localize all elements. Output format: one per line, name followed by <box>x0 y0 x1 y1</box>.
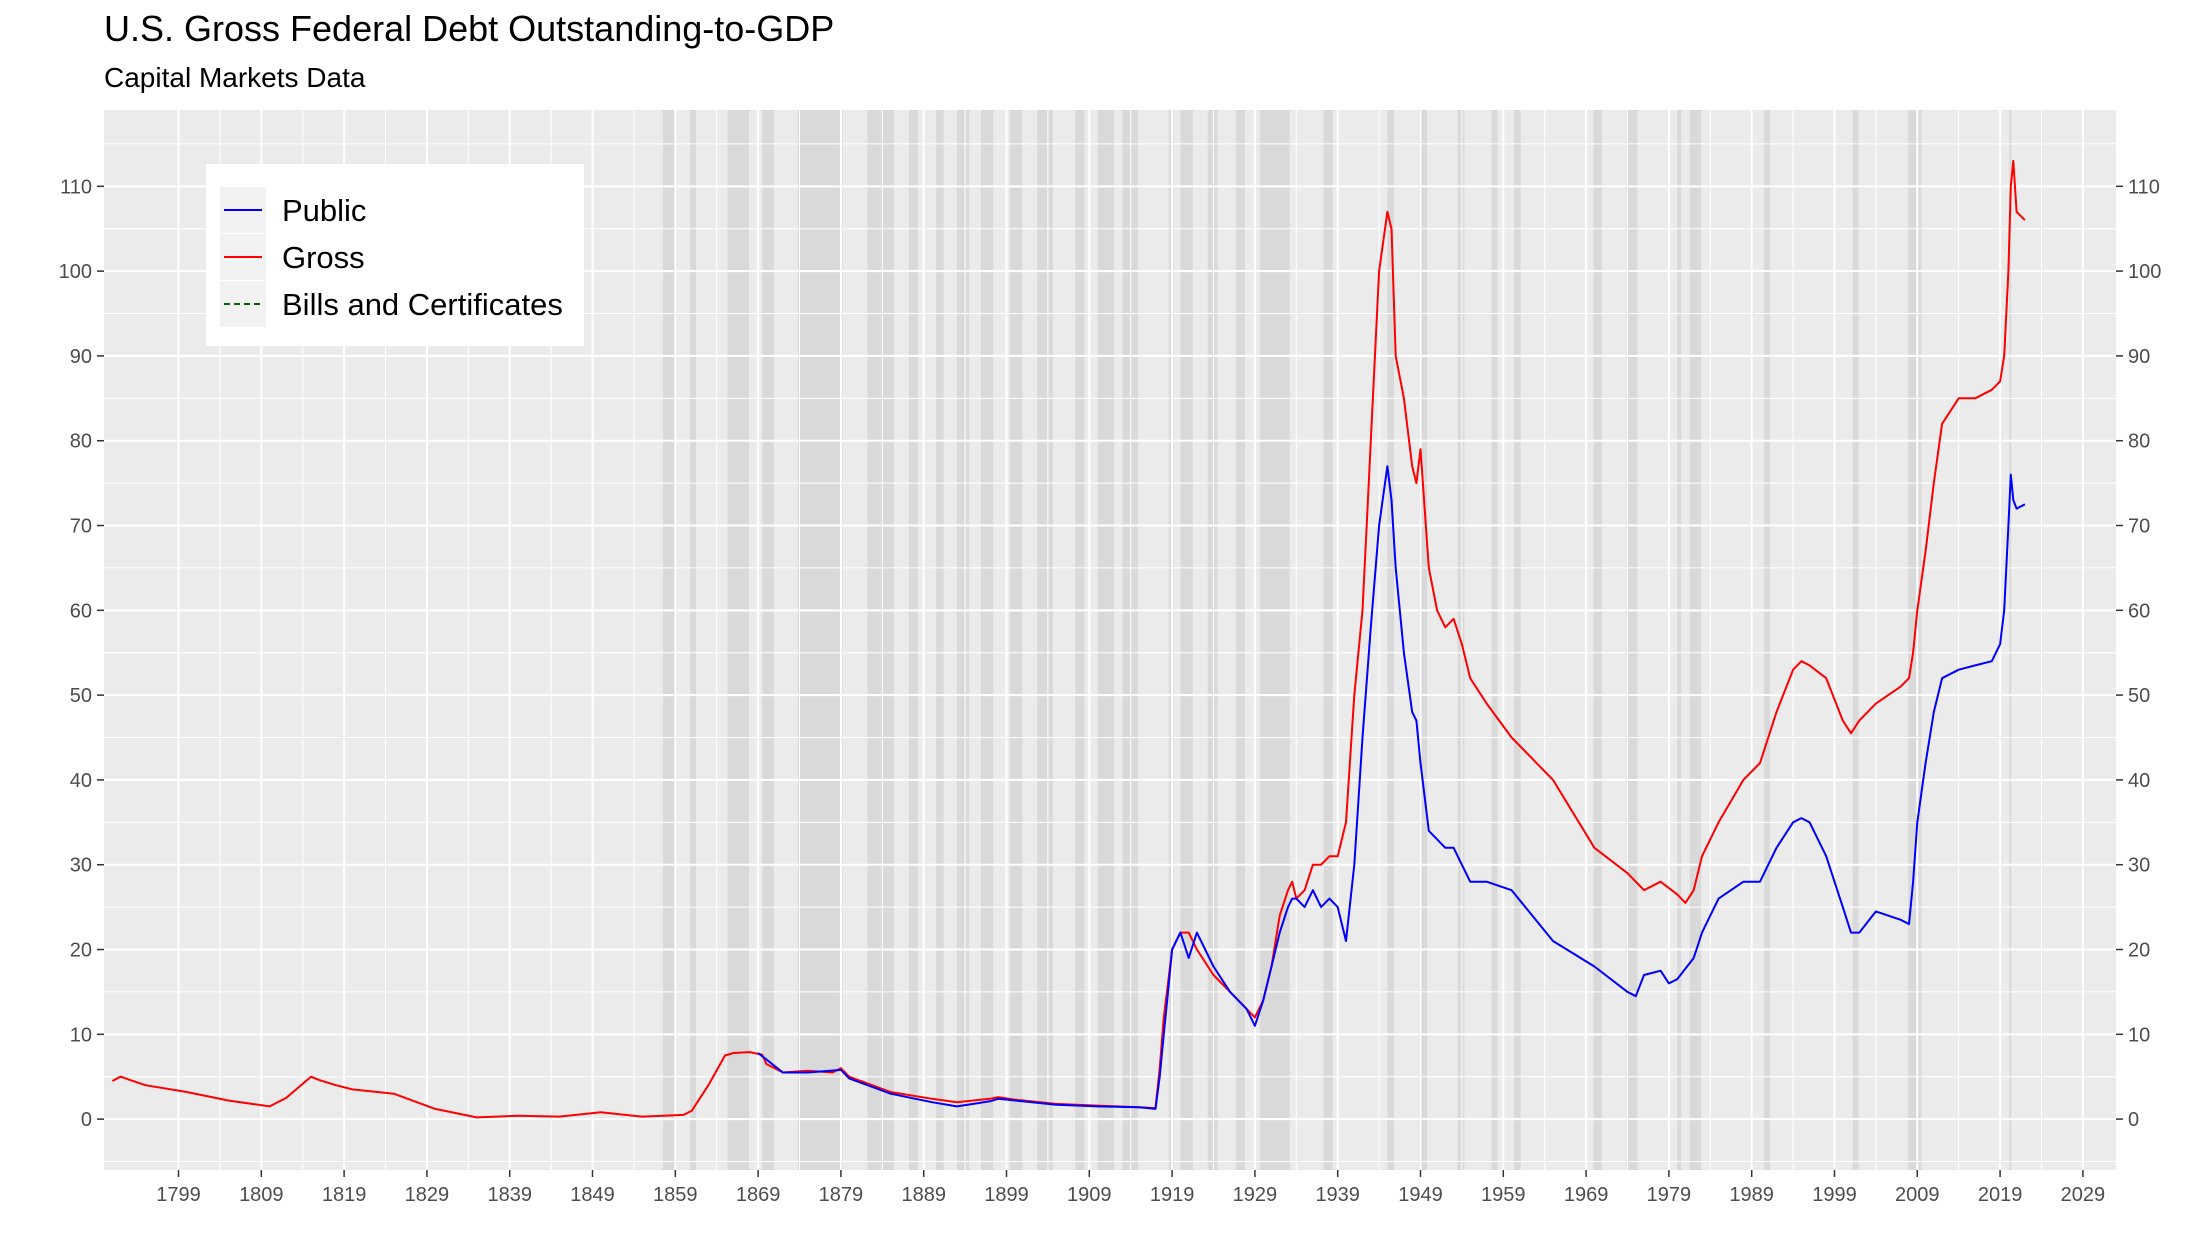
y-tick-label-right: 110 <box>2128 176 2160 198</box>
recession-band <box>1075 110 1085 1170</box>
recession-band <box>762 110 774 1170</box>
x-tick-label: 1959 <box>1481 1184 1526 1206</box>
y-tick-label-left: 20 <box>70 940 92 962</box>
recession-band <box>1626 110 1638 1170</box>
recession-band <box>727 110 749 1170</box>
recession-band <box>1180 110 1193 1170</box>
legend-entry-label: Public <box>282 193 366 228</box>
recession-band <box>1514 110 1521 1170</box>
x-tick-label: 1949 <box>1398 1184 1443 1206</box>
x-tick-label: 2029 <box>2061 1184 2106 1206</box>
y-tick-label-left: 60 <box>70 600 92 622</box>
x-tick-label: 1929 <box>1233 1184 1278 1206</box>
recession-band <box>1037 110 1053 1170</box>
y-tick-label-left: 70 <box>70 516 92 538</box>
chart-subtitle: Capital Markets Data <box>104 62 366 93</box>
recession-band <box>867 110 894 1170</box>
recession-band <box>662 110 675 1170</box>
recession-band <box>1764 110 1770 1170</box>
recession-band <box>690 110 697 1170</box>
recession-band <box>980 110 994 1170</box>
series-line-public <box>757 465 2026 1110</box>
legend-box <box>206 164 584 346</box>
x-tick-label: 2019 <box>1978 1184 2023 1206</box>
y-tick-label-right: 0 <box>2128 1109 2139 1131</box>
y-tick-label-right: 90 <box>2128 346 2150 368</box>
recession-band <box>1323 110 1333 1170</box>
legend-entry-label: Gross <box>282 240 365 275</box>
x-tick-label: 1919 <box>1150 1184 1195 1206</box>
recession-band <box>936 110 944 1170</box>
x-tick-label: 2009 <box>1895 1184 1940 1206</box>
chart-title: U.S. Gross Federal Debt Outstanding-to-G… <box>104 8 835 49</box>
grid-lines <box>104 110 2116 1170</box>
y-tick-label-right: 40 <box>2128 770 2150 792</box>
y-tick-label-right: 100 <box>2128 261 2161 283</box>
x-tick-label: 1829 <box>405 1184 450 1206</box>
recession-band <box>1207 110 1218 1170</box>
y-tick-label-left: 30 <box>70 855 92 877</box>
recession-band <box>1689 110 1702 1170</box>
legend: Public Gross Bills and Certificates <box>206 164 584 346</box>
y-tick-label-left: 110 <box>60 176 92 198</box>
recession-band <box>1593 110 1602 1170</box>
y-tick-label-left: 40 <box>70 770 92 792</box>
recession-band <box>1387 110 1394 1170</box>
y-tick-label-left: 10 <box>70 1024 92 1046</box>
legend-entry-label: Bills and Certificates <box>282 287 563 322</box>
recession-band <box>908 110 918 1170</box>
y-tick-label-left: 0 <box>81 1109 92 1131</box>
x-tick-label: 1849 <box>570 1184 615 1206</box>
x-tick-label: 1979 <box>1647 1184 1692 1206</box>
x-tick-label: 1839 <box>487 1184 532 1206</box>
y-tick-label-right: 80 <box>2128 431 2150 453</box>
series-lines <box>111 159 2026 1119</box>
x-tick-label: 1909 <box>1067 1184 1112 1206</box>
recession-band <box>797 110 843 1170</box>
recession-band <box>1259 110 1290 1170</box>
y-tick-label-right: 60 <box>2128 600 2150 622</box>
recession-band <box>1235 110 1245 1170</box>
x-tick-label: 1819 <box>322 1184 367 1206</box>
x-tick-label: 1999 <box>1812 1184 1857 1206</box>
recession-band <box>2009 110 2012 1170</box>
x-tick-label: 1989 <box>1729 1184 1774 1206</box>
recession-band <box>1491 110 1498 1170</box>
x-tick-label: 1899 <box>984 1184 1029 1206</box>
recession-band <box>956 110 970 1170</box>
x-tick-label: 1799 <box>156 1184 201 1206</box>
x-tick-label: 1889 <box>901 1184 946 1206</box>
y-tick-label-right: 30 <box>2128 855 2150 877</box>
y-tick-label-right: 10 <box>2128 1024 2150 1046</box>
y-tick-label-left: 80 <box>70 431 92 453</box>
recession-band <box>1009 110 1023 1170</box>
x-tick-label: 1869 <box>736 1184 781 1206</box>
recession-band <box>1097 110 1115 1170</box>
y-tick-label-right: 50 <box>2128 685 2150 707</box>
x-tick-label: 1969 <box>1564 1184 1609 1206</box>
y-tick-label-left: 90 <box>70 346 92 368</box>
y-tick-label-right: 70 <box>2128 516 2150 538</box>
y-tick-label-left: 100 <box>59 261 92 283</box>
x-tick-label: 1939 <box>1315 1184 1360 1206</box>
y-tick-label-left: 50 <box>70 685 92 707</box>
series-line-gross <box>111 159 2026 1119</box>
recession-band <box>1418 110 1428 1170</box>
x-tick-label: 1809 <box>239 1184 284 1206</box>
recession-band <box>1852 110 1859 1170</box>
y-tick-label-right: 20 <box>2128 940 2150 962</box>
x-tick-label: 1859 <box>653 1184 698 1206</box>
x-tick-label: 1879 <box>819 1184 864 1206</box>
recession-band <box>1677 110 1682 1170</box>
axes: 1799 1809 1819 1829 1839 1849 1859 1869 1879 1889… <box>59 176 2162 1206</box>
